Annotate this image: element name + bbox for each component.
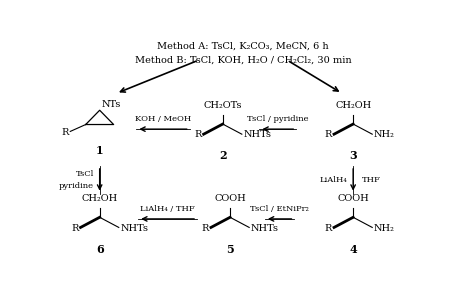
Text: R: R [194,130,202,139]
Text: 2: 2 [219,150,227,161]
Text: 4: 4 [349,244,357,254]
Text: THF: THF [362,176,381,184]
Text: R: R [72,224,79,233]
Text: KOH / MeOH: KOH / MeOH [135,115,191,123]
Text: LiAlH₄ / THF: LiAlH₄ / THF [140,205,195,213]
Text: R: R [325,130,332,139]
Text: NHTs: NHTs [244,130,272,139]
Text: COOH: COOH [337,194,369,203]
Text: NHTs: NHTs [251,224,279,233]
Text: 1: 1 [96,145,103,156]
Text: 5: 5 [226,244,234,254]
Text: Method B: TsCl, KOH, H₂O / CH₂Cl₂, 30 min: Method B: TsCl, KOH, H₂O / CH₂Cl₂, 30 mi… [135,55,351,65]
Text: TsCl / EtNiPr₂: TsCl / EtNiPr₂ [250,205,309,213]
Text: TsCl / pyridine: TsCl / pyridine [247,115,309,123]
Text: Method A: TsCl, K₂CO₃, MeCN, 6 h: Method A: TsCl, K₂CO₃, MeCN, 6 h [157,42,329,51]
Text: R: R [325,224,332,233]
Text: 3: 3 [349,150,357,161]
Text: CH₂OH: CH₂OH [82,194,118,203]
Text: 6: 6 [96,244,103,254]
Text: TsCl: TsCl [76,170,94,178]
Text: CH₂OH: CH₂OH [335,100,371,109]
Text: NHTs: NHTs [120,224,148,233]
Text: NH₂: NH₂ [374,130,395,139]
Text: NH₂: NH₂ [374,224,395,233]
Text: pyridine: pyridine [59,181,94,190]
Text: CH₂OTs: CH₂OTs [203,100,242,109]
Text: R: R [202,224,209,233]
Text: LiAlH₄: LiAlH₄ [320,176,347,184]
Text: COOH: COOH [214,194,246,203]
Text: R: R [61,128,68,137]
Text: NTs: NTs [101,100,121,109]
